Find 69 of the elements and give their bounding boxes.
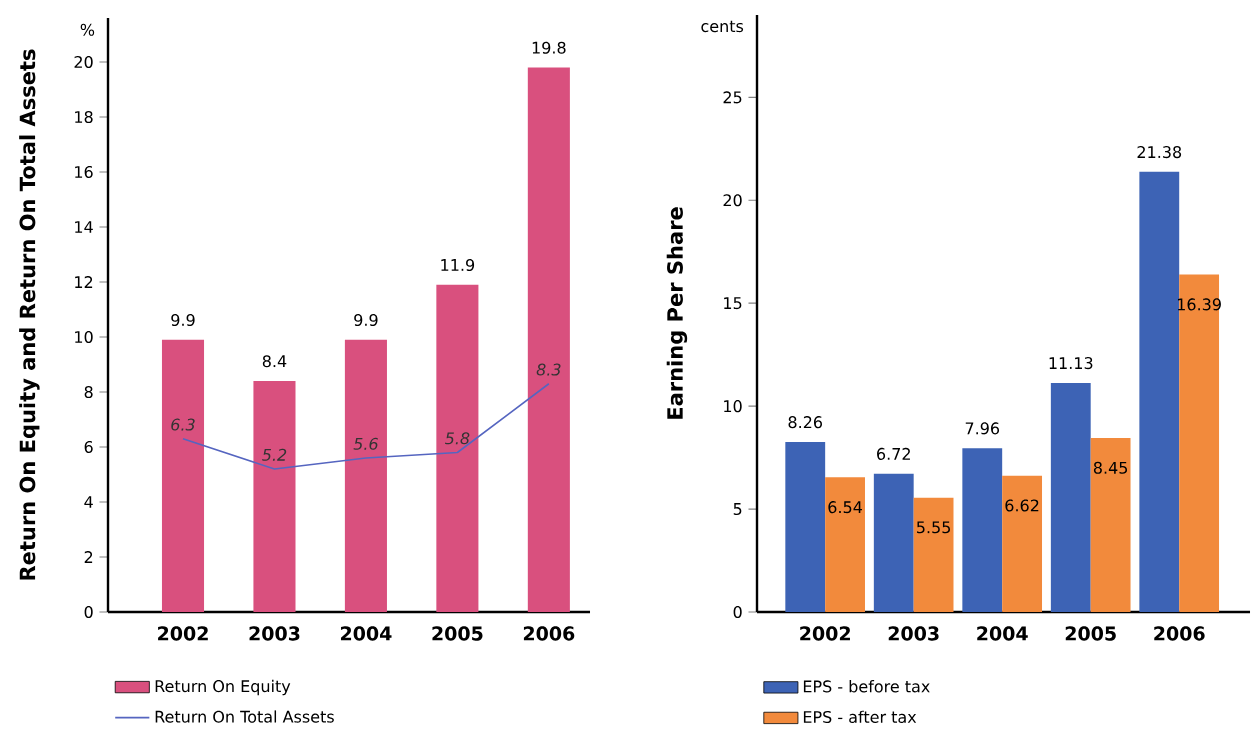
bar — [873, 473, 914, 612]
data-label: 11.9 — [441, 258, 475, 272]
y-axis-title: Return On Equity and Return On Total Assets — [19, 49, 40, 580]
data-label: 6.62 — [1005, 499, 1039, 512]
bar — [913, 497, 954, 612]
y-tick-label: 20 — [723, 194, 742, 207]
y-tick-label: 18 — [75, 110, 93, 124]
x-tick-label: 2005 — [1065, 626, 1116, 641]
data-label: 8.4 — [262, 355, 287, 368]
x-tick-label: 2003 — [888, 626, 939, 641]
y-tick-label: 8 — [84, 385, 93, 399]
bar — [344, 339, 387, 612]
legend-label: Return On Equity — [155, 679, 291, 696]
y-axis-title: Earning Per Share — [666, 207, 688, 419]
data-label: 6.54 — [828, 501, 862, 514]
bar — [825, 477, 865, 612]
legend-label: EPS - after tax — [803, 710, 917, 724]
data-label: 21.38 — [1137, 146, 1182, 159]
x-tick-label: 2003 — [249, 626, 300, 641]
data-label: 11.13 — [1049, 357, 1093, 370]
bar — [962, 448, 1003, 612]
x-tick-label: 2005 — [432, 626, 483, 641]
y-tick-label: 15 — [724, 297, 742, 310]
x-tick-label: 2006 — [523, 626, 575, 641]
bar — [253, 381, 296, 612]
bar — [161, 339, 205, 612]
text: % — [80, 23, 95, 36]
data-label: 5.55 — [917, 521, 950, 534]
x-tick-label: 2006 — [1154, 626, 1205, 641]
y-tick-label: 14 — [75, 221, 93, 233]
y-tick-label: 0 — [84, 605, 93, 619]
data-label: 19.8 — [532, 41, 566, 54]
data-label: 9.9 — [171, 313, 195, 327]
data-label: 9.9 — [354, 313, 378, 327]
data-label: 6.72 — [877, 447, 910, 460]
x-tick-label: 2002 — [800, 626, 850, 641]
y-tick-label: 4 — [84, 496, 93, 508]
legend-label: EPS - before tax — [803, 680, 930, 693]
x-tick-label: 2004 — [340, 626, 392, 641]
text: cents — [701, 20, 744, 33]
data-label: 8.3 — [536, 363, 561, 376]
y-tick-label: 16 — [75, 165, 93, 179]
y-tick-label: 6 — [84, 440, 93, 454]
y-tick-label: 0 — [733, 605, 742, 619]
data-label: 8.26 — [788, 416, 823, 429]
bar — [527, 67, 570, 612]
legend-label: Return On Total Assets — [155, 710, 334, 723]
y-tick-label: 25 — [723, 91, 742, 104]
x-tick-label: 2004 — [977, 626, 1028, 641]
data-label: 6.3 — [171, 418, 195, 431]
bar — [1139, 171, 1180, 612]
data-label: 5.8 — [444, 432, 470, 445]
data-label: 5.2 — [262, 448, 287, 461]
bar — [1179, 274, 1220, 612]
y-tick-label: 2 — [84, 551, 93, 563]
data-label: 5.6 — [353, 437, 378, 450]
y-tick-label: 10 — [724, 400, 742, 413]
data-label: 8.45 — [1093, 461, 1128, 474]
y-tick-label: 20 — [74, 55, 93, 69]
data-label: 7.96 — [965, 422, 1000, 435]
x-tick-label: 2002 — [158, 626, 208, 641]
bar — [1050, 382, 1091, 612]
bar — [785, 441, 826, 612]
y-tick-label: 10 — [75, 330, 93, 344]
bar — [1002, 475, 1043, 612]
y-tick-label: 12 — [75, 276, 93, 288]
y-tick-label: 5 — [733, 503, 742, 516]
bar — [436, 284, 479, 612]
bar — [1090, 438, 1131, 612]
